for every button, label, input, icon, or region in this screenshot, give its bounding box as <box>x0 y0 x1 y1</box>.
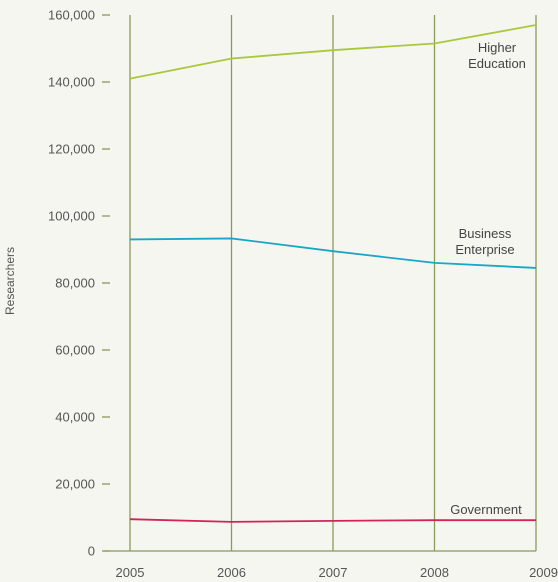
series-line-government <box>129 518 536 523</box>
y-tick-label-4: 80,000 <box>55 276 95 291</box>
series-line-business-enterprise <box>129 237 537 269</box>
series-label-higher-education: Higher Education <box>468 40 526 71</box>
series-label-government: Government <box>450 502 522 517</box>
y-tick-label-0: 0 <box>88 544 95 559</box>
x-tick-label-2008: 2008 <box>420 565 449 580</box>
x-tick-label-2006: 2006 <box>217 565 246 580</box>
grid-layer <box>129 15 537 551</box>
series-layer <box>129 24 537 523</box>
x-tick-label-2005: 2005 <box>116 565 145 580</box>
y-axis-title: Researchers <box>3 247 17 315</box>
y-tick-label-2: 40,000 <box>55 410 95 425</box>
y-tick-label-3: 60,000 <box>55 343 95 358</box>
label-layer: Higher Education Business Enterprise Governm… <box>450 40 526 517</box>
y-tick-label-8: 160,000 <box>48 8 95 23</box>
y-tick-label-5: 100,000 <box>48 209 95 224</box>
series-label-business-enterprise: Business Enterprise <box>455 226 514 257</box>
x-tick-label-2009: 2009 <box>529 565 558 580</box>
axis-layer: 2005 2006 2007 2008 2009 0 20,000 40,000 60,000 8… <box>48 8 558 581</box>
y-tick-label-6: 120,000 <box>48 142 95 157</box>
y-tick-label-7: 140,000 <box>48 75 95 90</box>
x-tick-label-2007: 2007 <box>319 565 348 580</box>
series-line-higher-education <box>129 24 537 80</box>
y-tick-label-1: 20,000 <box>55 477 95 492</box>
